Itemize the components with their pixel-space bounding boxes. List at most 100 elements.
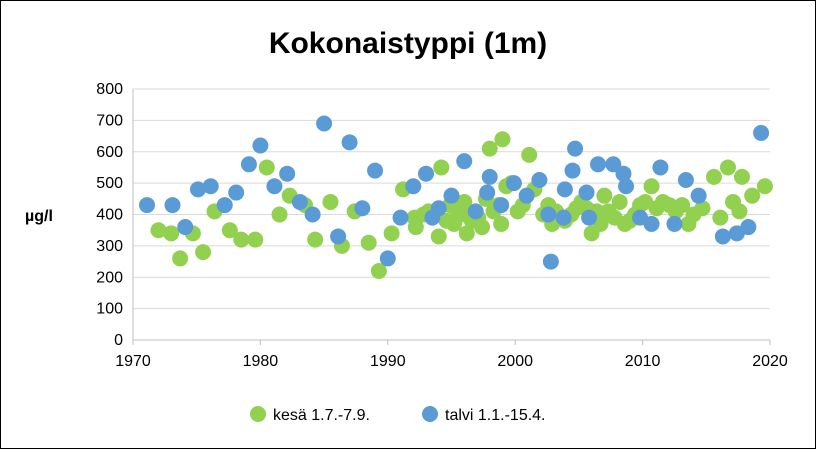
data-point	[694, 200, 711, 217]
data-point	[221, 222, 238, 239]
data-point	[418, 165, 435, 182]
data-point	[756, 178, 773, 195]
data-point	[643, 178, 660, 195]
data-point	[430, 200, 447, 217]
data-point	[712, 209, 729, 226]
data-point	[674, 197, 691, 214]
data-point	[150, 222, 167, 239]
data-point	[733, 168, 750, 185]
data-point	[163, 225, 180, 242]
data-point	[228, 184, 245, 201]
data-point	[252, 137, 269, 154]
data-point	[581, 209, 598, 226]
data-point	[467, 203, 484, 220]
data-point	[556, 181, 573, 198]
data-point	[564, 162, 581, 179]
data-point	[481, 140, 498, 157]
data-point	[405, 178, 422, 195]
legend-marker	[250, 406, 266, 422]
data-point	[172, 250, 189, 267]
x-tick-label: 1970	[115, 353, 151, 370]
data-point	[266, 178, 283, 195]
y-tick-label: 500	[96, 175, 123, 192]
data-point	[456, 153, 473, 170]
data-point	[202, 178, 219, 195]
data-point	[474, 219, 491, 236]
data-point	[719, 159, 736, 176]
data-point	[216, 197, 233, 214]
data-point	[307, 231, 324, 248]
data-point	[341, 134, 358, 151]
data-points	[139, 115, 773, 279]
gridlines	[133, 88, 770, 310]
data-point	[379, 250, 396, 267]
data-point	[370, 262, 387, 279]
data-point	[714, 228, 731, 245]
y-tick-label: 400	[96, 207, 123, 224]
data-point	[590, 156, 607, 173]
data-point	[690, 187, 707, 204]
data-point	[555, 209, 572, 226]
data-point	[164, 197, 181, 214]
data-point	[540, 206, 557, 223]
data-point	[177, 219, 194, 236]
y-tick-label: 600	[96, 144, 123, 161]
data-point	[456, 193, 473, 210]
legend-marker	[422, 406, 438, 422]
data-point	[479, 184, 496, 201]
data-point	[705, 168, 722, 185]
data-point	[330, 228, 347, 245]
series-1	[139, 115, 770, 270]
data-point	[392, 209, 409, 226]
series-0	[150, 131, 773, 279]
data-point	[279, 165, 296, 182]
y-tick-labels: 0 100 200 300 400 500 600 700 800	[96, 81, 123, 349]
data-point	[271, 206, 288, 223]
data-point	[316, 115, 333, 132]
data-point	[531, 171, 548, 188]
data-point	[247, 231, 264, 248]
data-point	[291, 193, 308, 210]
data-point	[731, 203, 748, 220]
data-point	[304, 206, 321, 223]
legend: kesä 1.7.-7.9. talvi 1.1.-15.4.	[250, 406, 546, 424]
data-point	[360, 234, 377, 251]
y-tick-label: 800	[96, 81, 123, 98]
data-point	[493, 197, 510, 214]
x-tick-label: 2020	[752, 353, 788, 370]
data-point	[643, 215, 660, 232]
x-tick-label: 2010	[625, 353, 661, 370]
data-point	[233, 231, 250, 248]
legend-label: talvi 1.1.-15.4.	[445, 407, 546, 424]
data-point	[481, 168, 498, 185]
x-tick-labels: 1970 1980 1990 2000 2010 2020	[115, 353, 788, 370]
data-point	[744, 187, 761, 204]
data-point	[367, 162, 384, 179]
data-point	[652, 159, 669, 176]
data-point	[240, 156, 257, 173]
data-point	[611, 193, 628, 210]
chart-title: Kokonaistyppi (1m)	[269, 27, 547, 60]
axes	[132, 89, 771, 345]
data-point	[753, 124, 770, 141]
data-point	[139, 197, 156, 214]
data-point	[322, 193, 339, 210]
y-axis-label: µg/l	[25, 208, 53, 225]
y-tick-label: 300	[96, 238, 123, 255]
data-point	[521, 146, 538, 163]
data-point	[596, 187, 613, 204]
legend-label: kesä 1.7.-7.9.	[273, 407, 370, 424]
data-point	[518, 187, 535, 204]
data-point	[542, 253, 559, 270]
data-point	[354, 200, 371, 217]
data-point	[677, 171, 694, 188]
data-point	[578, 184, 595, 201]
data-point	[258, 159, 275, 176]
data-point	[430, 228, 447, 245]
y-tick-label: 700	[96, 112, 123, 129]
x-tick-label: 1990	[370, 353, 406, 370]
data-point	[407, 219, 424, 236]
data-point	[433, 159, 450, 176]
data-point	[383, 225, 400, 242]
